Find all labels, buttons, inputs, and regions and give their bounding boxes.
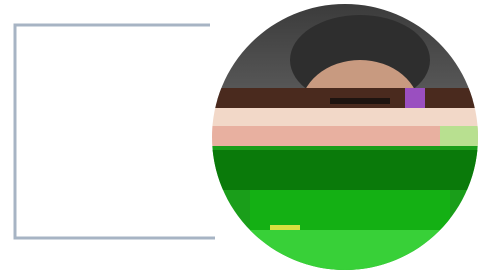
profile-photo — [210, 0, 489, 270]
profile-card — [0, 0, 489, 270]
frame-bracket — [15, 25, 215, 238]
page: (() => { const data = JSON.parse(documen… — [0, 0, 489, 270]
